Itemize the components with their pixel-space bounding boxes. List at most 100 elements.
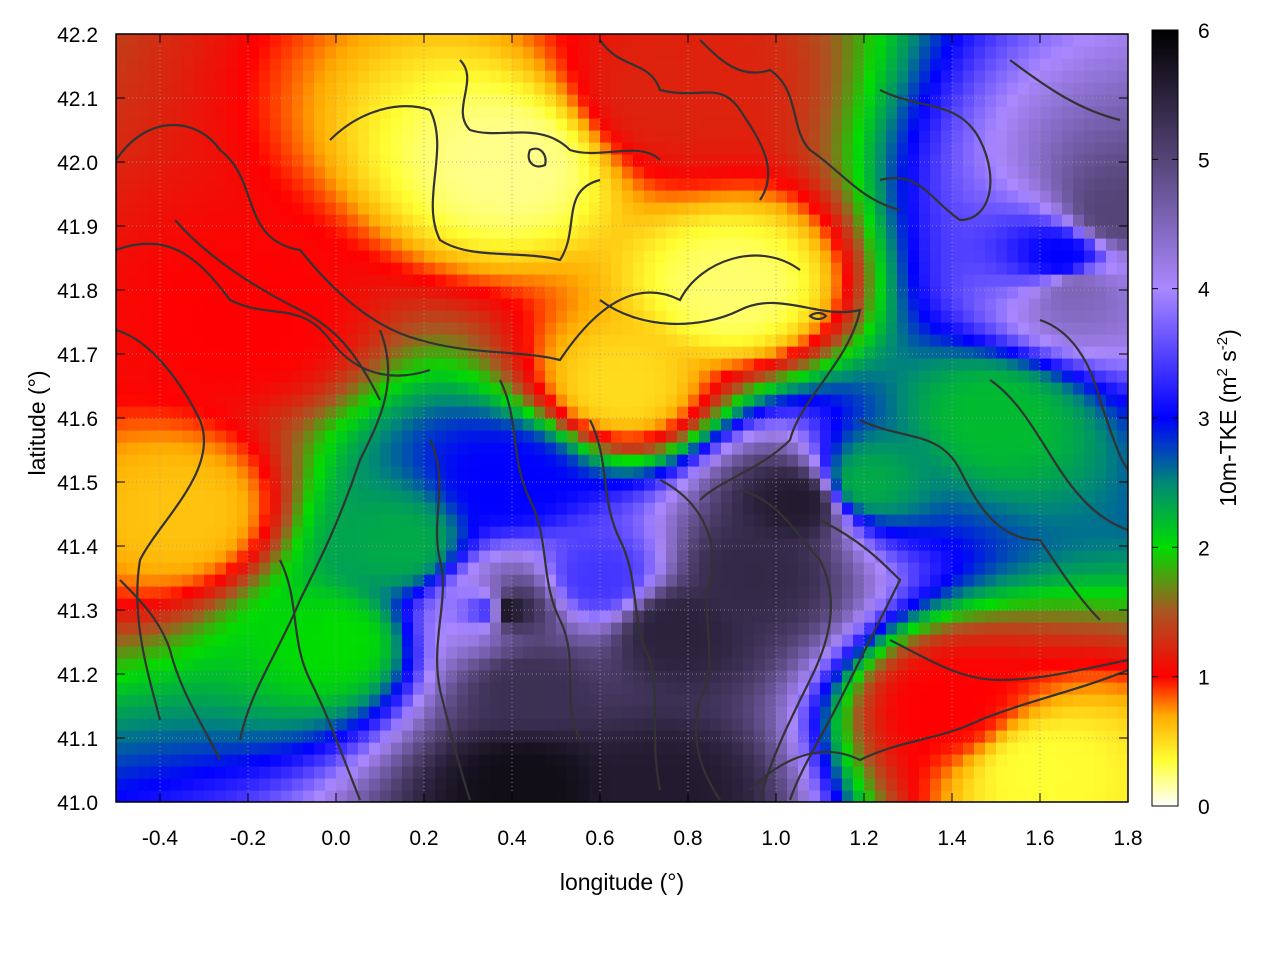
heatmap-cell	[787, 790, 799, 802]
heatmap-cell	[765, 334, 777, 347]
heatmap-cell	[127, 766, 139, 779]
heatmap-cell	[831, 622, 843, 635]
heatmap-cell	[314, 622, 326, 635]
heatmap-cell	[930, 430, 942, 443]
heatmap-cell	[248, 766, 260, 779]
heatmap-cell	[930, 310, 942, 323]
heatmap-cell	[1029, 550, 1041, 563]
heatmap-cell	[666, 370, 678, 383]
heatmap-cell	[193, 358, 205, 371]
heatmap-cell	[138, 286, 150, 299]
heatmap-cell	[1095, 382, 1107, 395]
heatmap-cell	[490, 178, 502, 191]
heatmap-cell	[699, 706, 711, 719]
heatmap-cell	[446, 454, 458, 467]
heatmap-cell	[127, 202, 139, 215]
heatmap-cell	[754, 382, 766, 395]
heatmap-cell	[534, 358, 546, 371]
heatmap-cell	[666, 550, 678, 563]
heatmap-cell	[490, 466, 502, 479]
heatmap-cell	[292, 610, 304, 623]
heatmap-cell	[237, 394, 249, 407]
heatmap-cell	[688, 178, 700, 191]
heatmap-cell	[248, 706, 260, 719]
heatmap-cell	[952, 766, 964, 779]
heatmap-cell	[446, 298, 458, 311]
heatmap-cell	[149, 574, 161, 587]
heatmap-cell	[336, 670, 348, 683]
heatmap-cell	[622, 334, 634, 347]
heatmap-cell	[1040, 478, 1052, 491]
heatmap-cell	[479, 322, 491, 335]
heatmap-cell	[1073, 718, 1085, 731]
heatmap-cell	[930, 490, 942, 503]
heatmap-cell	[391, 442, 403, 455]
heatmap-cell	[193, 586, 205, 599]
heatmap-cell	[1073, 382, 1085, 395]
heatmap-cell	[589, 178, 601, 191]
heatmap-cell	[776, 202, 788, 215]
heatmap-cell	[171, 214, 183, 227]
heatmap-cell	[457, 490, 469, 503]
heatmap-cell	[468, 154, 480, 167]
heatmap-cell	[556, 286, 568, 299]
heatmap-cell	[633, 718, 645, 731]
heatmap-cell	[820, 790, 832, 802]
heatmap-cell	[578, 778, 590, 791]
heatmap-cell	[732, 586, 744, 599]
heatmap-cell	[864, 790, 876, 802]
heatmap-cell	[347, 166, 359, 179]
heatmap-cell	[765, 730, 777, 743]
heatmap-cell	[171, 754, 183, 767]
heatmap-cell	[611, 238, 623, 251]
heatmap-cell	[523, 334, 535, 347]
heatmap-cell	[908, 790, 920, 802]
heatmap-cell	[1007, 634, 1019, 647]
heatmap-cell	[325, 610, 337, 623]
heatmap-cell	[1007, 370, 1019, 383]
heatmap-cell	[369, 574, 381, 587]
heatmap-cell	[490, 430, 502, 443]
heatmap-cell	[622, 274, 634, 287]
heatmap-cell	[160, 382, 172, 395]
heatmap-cell	[1095, 298, 1107, 311]
heatmap-cell	[402, 178, 414, 191]
heatmap-cell	[699, 406, 711, 419]
heatmap-cell	[446, 322, 458, 335]
heatmap-cell	[204, 298, 216, 311]
heatmap-cell	[1007, 430, 1019, 443]
heatmap-cell	[644, 574, 656, 587]
heatmap-cell	[380, 670, 392, 683]
heatmap-cell	[248, 538, 260, 551]
heatmap-cell	[545, 670, 557, 683]
heatmap-cell	[281, 154, 293, 167]
heatmap-cell	[677, 286, 689, 299]
heatmap-cell	[204, 730, 216, 743]
heatmap-cell	[369, 274, 381, 287]
heatmap-cell	[798, 298, 810, 311]
heatmap-cell	[325, 190, 337, 203]
heatmap-cell	[974, 634, 986, 647]
heatmap-cell	[446, 466, 458, 479]
heatmap-cell	[578, 610, 590, 623]
heatmap-cell	[237, 442, 249, 455]
heatmap-cell	[468, 790, 480, 802]
heatmap-cell	[963, 298, 975, 311]
heatmap-cell	[1040, 598, 1052, 611]
heatmap-cell	[886, 370, 898, 383]
heatmap-cell	[798, 430, 810, 443]
heatmap-cell	[545, 478, 557, 491]
heatmap-cell	[215, 658, 227, 671]
heatmap-cell	[248, 586, 260, 599]
heatmap-cell	[963, 478, 975, 491]
heatmap-cell	[215, 358, 227, 371]
heatmap-cell	[369, 658, 381, 671]
heatmap-cell	[974, 514, 986, 527]
heatmap-cell	[1062, 526, 1074, 539]
heatmap-cell	[116, 454, 128, 467]
heatmap-cell	[919, 238, 931, 251]
heatmap-cell	[435, 346, 447, 359]
heatmap-cell	[853, 610, 865, 623]
heatmap-cell	[919, 166, 931, 179]
heatmap-cell	[369, 178, 381, 191]
